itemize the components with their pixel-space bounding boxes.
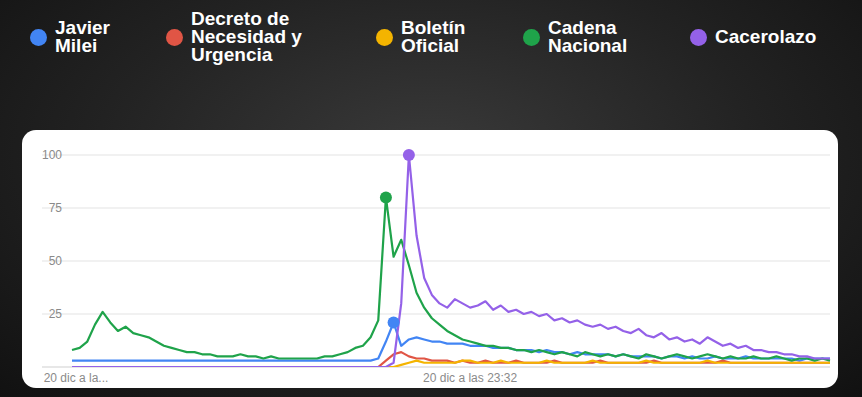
- legend-swatch: [690, 29, 707, 46]
- legend-item: Javier Milei: [30, 0, 120, 74]
- peak-marker: [388, 316, 400, 328]
- legend-swatch: [523, 29, 540, 46]
- y-tick-label: 50: [49, 254, 63, 268]
- x-tick-label: 20 dic a las 23:32: [423, 371, 517, 385]
- chart-card: [22, 130, 838, 388]
- legend-item: Cacerolazo: [690, 0, 845, 74]
- peak-marker: [380, 191, 392, 203]
- series-line: [72, 197, 830, 360]
- y-tick-label: 25: [49, 307, 63, 321]
- y-tick-label: 100: [42, 148, 62, 162]
- grid-line: [42, 208, 830, 209]
- legend-label: Javier Milei: [55, 19, 120, 55]
- chart: 25 50 75 100 20 dic a la... 20 dic a las 23:3…: [0, 0, 862, 397]
- legend-item: Boletín Oficial: [376, 0, 486, 74]
- peak-marker: [403, 149, 415, 161]
- legend-label: Cadena Nacional: [548, 19, 653, 55]
- grid-line: [42, 261, 830, 262]
- grid-line: [42, 314, 830, 315]
- y-axis-range: [42, 155, 43, 367]
- plot-area: [72, 149, 830, 367]
- y-tick-label: 75: [49, 201, 63, 215]
- legend-swatch: [30, 29, 47, 46]
- series-line: [72, 155, 830, 367]
- legend-swatch: [166, 29, 183, 46]
- legend-swatch: [376, 29, 393, 46]
- grid-line: [42, 155, 830, 156]
- legend-item: Cadena Nacional: [523, 0, 653, 74]
- legend-item: Decreto de Necesidad y Urgencia: [166, 0, 341, 74]
- legend-label: Decreto de Necesidad y Urgencia: [191, 10, 341, 64]
- series-line: [72, 352, 830, 367]
- x-tick-label: 20 dic a la...: [44, 371, 109, 385]
- legend-label: Cacerolazo: [715, 28, 845, 46]
- legend-label: Boletín Oficial: [401, 19, 486, 55]
